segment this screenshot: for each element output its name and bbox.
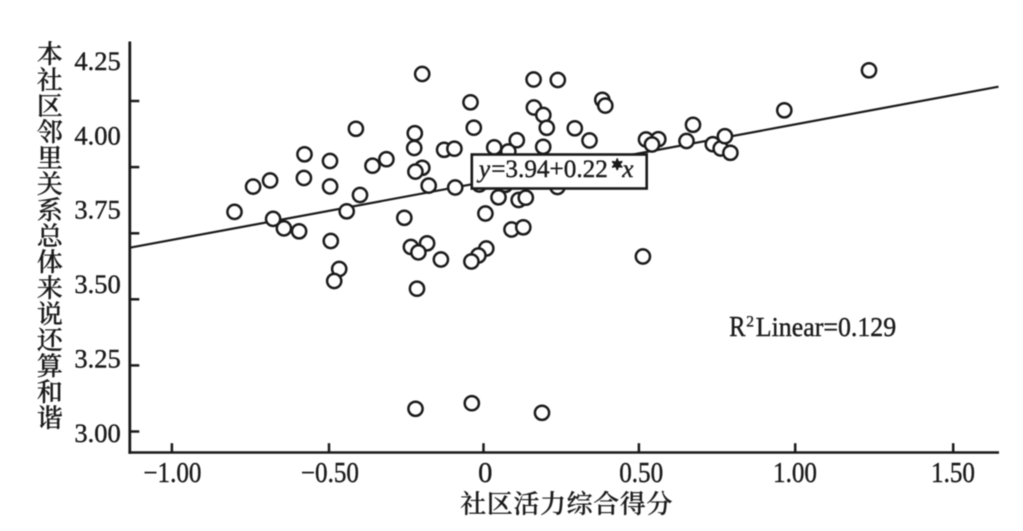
svg-text:2: 2	[746, 313, 754, 330]
svg-text:R: R	[729, 312, 745, 343]
svg-text:3.25: 3.25	[74, 343, 120, 373]
svg-text:3.00: 3.00	[74, 418, 120, 448]
svg-text:4.00: 4.00	[74, 120, 120, 150]
svg-text:Linear=0.129: Linear=0.129	[756, 312, 896, 342]
svg-text:1.00: 1.00	[773, 458, 817, 489]
svg-text:−1.00: −1.00	[143, 458, 201, 489]
svg-text:=3.94+0.22: =3.94+0.22	[491, 155, 608, 183]
svg-text:x: x	[621, 155, 634, 183]
svg-text:y: y	[476, 155, 491, 183]
svg-text:0.50: 0.50	[619, 458, 663, 489]
svg-text:4.25: 4.25	[74, 46, 120, 76]
svg-text:1.50: 1.50	[931, 458, 975, 489]
svg-text:3.50: 3.50	[74, 269, 120, 299]
svg-text:3.75: 3.75	[74, 195, 120, 225]
svg-text:0: 0	[478, 458, 492, 489]
svg-text:−0.50: −0.50	[301, 458, 359, 489]
